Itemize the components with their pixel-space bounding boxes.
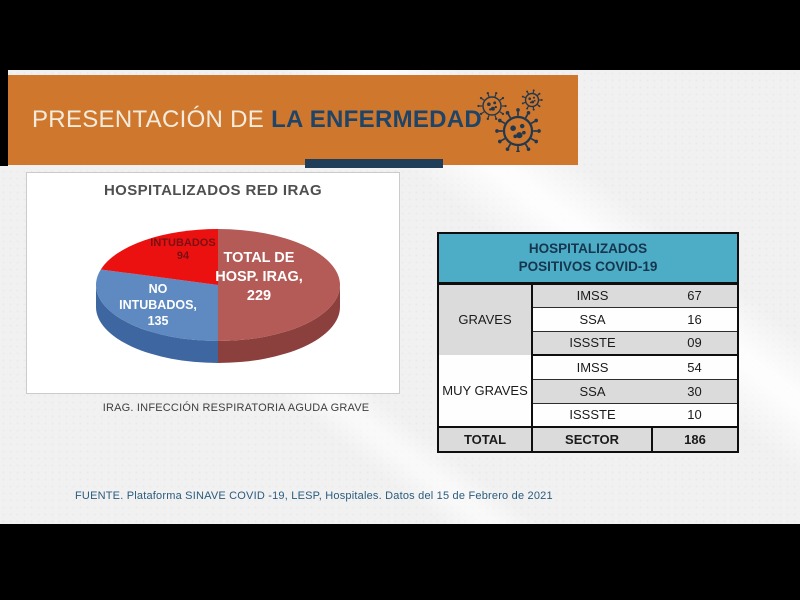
source-footnote: FUENTE. Plataforma SINAVE COVID -19, LES… (75, 490, 553, 502)
table-total-row: TOTAL SECTOR 186 (438, 426, 739, 452)
institution-cell: IMSS (532, 355, 652, 380)
pie-label-line: INTUBADOS (150, 237, 216, 249)
table-row: GRAVES IMSS 67 (438, 283, 739, 355)
table-row: SSA 30 (438, 379, 739, 404)
pie-label-line: TOTAL DE (223, 250, 295, 266)
total-sector-cell: SECTOR (531, 426, 653, 452)
pie-label-line: 135 (147, 314, 169, 328)
pie-label-line: NO (148, 282, 168, 296)
group-cell-muy-graves: MUY GRAVES (438, 355, 533, 427)
letterbox-corner (0, 70, 8, 166)
total-value-cell: 186 (652, 426, 739, 452)
value-cell: 16 (652, 307, 739, 332)
table-title-line: POSITIVOS COVID-19 (518, 258, 658, 274)
coronavirus-icon (477, 89, 543, 152)
institution-cell: ISSSTE (532, 403, 652, 428)
slide-title-prefix: PRESENTACIÓN DE (32, 106, 272, 133)
slide-title: PRESENTACIÓN DE LA ENFERMEDAD (8, 106, 482, 134)
pie-chart (95, 229, 340, 363)
institution-cell: SSA (532, 379, 652, 404)
total-label-cell: TOTAL (438, 426, 532, 452)
table-row: MUY GRAVES IMSS 54 (438, 355, 739, 427)
slide-title-emphasis: LA ENFERMEDAD (271, 106, 483, 133)
title-banner: PRESENTACIÓN DE LA ENFERMEDAD (8, 75, 578, 165)
pie-chart-title: HOSPITALIZADOS RED IRAG (103, 182, 323, 199)
table-title: HOSPITALIZADOS POSITIVOS COVID-19 (438, 233, 739, 285)
institution-cell: IMSS (532, 283, 652, 308)
presentation-slide: PRESENTACIÓN DE LA ENFERMEDAD HOSPITALIZ… (0, 70, 800, 524)
table-row: ISSSTE 09 (438, 331, 739, 356)
value-cell: 67 (652, 283, 739, 308)
institution-cell: SSA (532, 307, 652, 332)
value-cell: 30 (652, 379, 739, 404)
accent-bar (305, 159, 443, 168)
hospitalized-positives-table: HOSPITALIZADOS POSITIVOS COVID-19 GRAVES… (437, 232, 740, 453)
group-cell-graves: GRAVES (438, 283, 533, 355)
value-cell: 09 (652, 331, 739, 356)
institution-cell: ISSSTE (532, 331, 652, 356)
value-cell: 10 (652, 403, 739, 428)
pie-label-no-intubados: NO INTUBADOS, 135 (93, 281, 223, 329)
pie-chart-panel: HOSPITALIZADOS RED IRAG INTUBADOS 94 TOT… (26, 172, 400, 394)
value-cell: 54 (652, 355, 739, 380)
pie-chart-footnote: IRAG. INFECCIÓN RESPIRATORIA AGUDA GRAVE (102, 402, 370, 414)
table-header-row: HOSPITALIZADOS POSITIVOS COVID-19 (438, 233, 739, 285)
table-title-line: HOSPITALIZADOS (528, 240, 648, 256)
table-row: SSA 16 (438, 307, 739, 332)
pie-label-line: INTUBADOS, (119, 298, 197, 312)
